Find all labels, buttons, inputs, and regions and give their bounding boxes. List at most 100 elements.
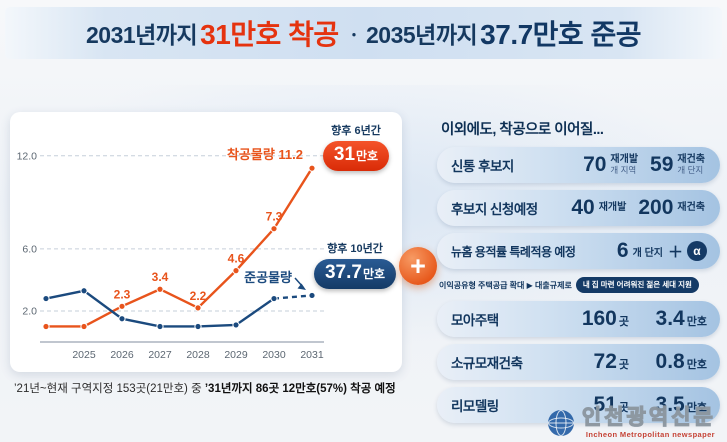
row-unit: 만호 (686, 316, 707, 328)
stat-group: 3.5 만호 (629, 393, 707, 417)
row-number: 51 (593, 393, 617, 416)
moa-housing-row: 모아주택 160 곳 3.4 만호 (437, 301, 720, 337)
globe-icon (547, 410, 574, 436)
right-panel: 이외에도, 착공으로 이어질... 신통 후보지 70 재개발 개 지역 59 … (437, 118, 720, 430)
data-point-label: 7.3 (266, 210, 283, 224)
row-number: 200 (638, 196, 674, 219)
stat-group: 0.8 만호 (629, 350, 707, 374)
headline-separator: ㆍ (344, 24, 364, 47)
row-unit: 만호 (686, 359, 707, 371)
data-point (308, 164, 316, 172)
x-tick-label: 2030 (262, 349, 286, 361)
next-6-years-badge: 향후 6년간 31만호 (316, 122, 396, 171)
watermark-english-wrap: Incheon Metropolitan newspaper (582, 430, 719, 439)
badge6-caption: 향후 6년간 (331, 125, 381, 137)
next-10-years-badge: 향후 10년간 37.7만호 (312, 240, 398, 289)
completion-series-label: 준공물량 (244, 270, 292, 285)
row-unit-stack: 재개발 개 지역 (610, 154, 638, 175)
row-number: 72 (593, 350, 617, 373)
x-tick-label: 2031 (300, 349, 324, 361)
data-point (118, 315, 126, 323)
y-tick-label: 6.0 (22, 243, 37, 255)
data-point (270, 294, 278, 303)
newhome-far-row: 뉴홈 용적률 특례적용 예정 6 개 단지 ＋ α (437, 233, 720, 269)
badge6-unit: 만호 (356, 149, 379, 163)
stat-group: 51 곳 (567, 393, 629, 417)
unit-top: 재건축 (677, 202, 705, 214)
data-point-label: 3.4 (152, 270, 169, 284)
row-label: 뉴홈 용적률 특례적용 예정 (451, 244, 576, 259)
plus-icon: + (399, 247, 437, 285)
x-tick-label: 2026 (110, 349, 134, 361)
data-point (42, 294, 50, 303)
row-unit-stack: 재건축 개 단지 (677, 154, 705, 175)
data-point-label: 2.2 (190, 289, 207, 303)
note-text: 이익공유형 주택공급 확대 ▶ 대출규제로 (439, 280, 572, 290)
data-point (80, 287, 88, 295)
headline-part2: 2035년까지 (366, 22, 478, 48)
unit-top: 재개발 (610, 154, 639, 166)
unit-top: 개 단지 (632, 247, 663, 259)
row-unit: 곳 (618, 316, 629, 328)
headline-banner: 2031년까지 31만호 착공 ㆍ 2035년까지 37.7만호 준공 (5, 7, 722, 59)
data-point (194, 322, 202, 331)
row-number: 70 (583, 153, 607, 176)
row-unit: 만호 (686, 402, 707, 414)
row-number: 6 (616, 239, 629, 262)
starts-series-label: 착공물량 11.2 (227, 147, 303, 162)
series-line (46, 167, 314, 328)
row-label: 소규모재건축 (451, 356, 523, 371)
headline-highlight2: 37.7만호 준공 (480, 19, 641, 50)
unit-top: 재건축 (677, 154, 705, 166)
data-point (118, 302, 126, 310)
row-number: 59 (650, 153, 674, 176)
x-tick-label: 2029 (224, 349, 248, 361)
footnote-bold: ’31년까지 86곳 12만호(57%) 착공 예정 (204, 383, 396, 395)
data-point (232, 321, 240, 329)
profit-sharing-note-row: 이익공유형 주택공급 확대 ▶ 대출규제로 내 집 마련 어려워진 젊은 세대 … (437, 276, 720, 294)
row-unit-stack: 재개발 (599, 202, 627, 214)
watermark-korean: 인천광역신문 (581, 406, 716, 429)
x-tick-label: 2027 (148, 349, 172, 361)
row-number: 3.4 (655, 307, 685, 330)
alpha-badge: α (687, 241, 707, 261)
small-rebuild-row: 소규모재건축 72 곳 0.8 만호 (437, 344, 720, 380)
remodeling-row: 리모델링 51 곳 3.5 만호 (437, 387, 720, 423)
row-number: 3.5 (655, 393, 685, 416)
data-point (308, 291, 316, 300)
row-label: 리모델링 (451, 399, 499, 414)
watermark-english: Incheon Metropolitan newspaper (585, 430, 715, 439)
stat-group: 160 곳 (567, 307, 629, 331)
application-planned-row: 후보지 신청예정 40 재개발 200 재건축 (437, 190, 720, 226)
data-point (270, 225, 278, 233)
stat-group: 72 곳 (567, 350, 629, 374)
chart-card: 2.0 6.0 12.0 2025 2026 2027 2028 2029 2030 2031 2.… (10, 112, 402, 372)
unit-bottom: 개 단지 (677, 164, 704, 175)
row-unit: 곳 (618, 359, 629, 371)
badge10-number: 37.7 (324, 262, 362, 283)
data-point (194, 304, 202, 312)
badge6-number: 31 (333, 144, 356, 165)
badge10-unit: 만호 (362, 267, 386, 281)
headline-part1: 2031년까지 (85, 22, 198, 48)
data-point (156, 285, 164, 293)
series-line-projected (273, 294, 313, 300)
construction-line-chart: 2.0 6.0 12.0 2025 2026 2027 2028 2029 2030 2031 2.… (17, 147, 324, 361)
sintong-candidates-row: 신통 후보지 70 재개발 개 지역 59 재건축 개 단지 (437, 147, 720, 183)
badge6-pill: 31만호 (322, 141, 390, 171)
x-tick-label: 2028 (186, 349, 210, 361)
plus-sign: ＋ (667, 243, 683, 261)
data-point-label: 2.3 (114, 287, 131, 301)
data-point (42, 322, 50, 331)
row-number: 0.8 (655, 350, 685, 373)
row-unit-stack: 재건축 (677, 202, 705, 214)
chart-footnote: ’21년~현재 구역지정 153곳(21만호) 중 ’31년까지 86곳 12만… (14, 380, 424, 396)
row-label: 신통 후보지 (451, 159, 514, 174)
x-tick-label: 2025 (72, 349, 96, 361)
unit-bottom: 개 지역 (610, 164, 637, 175)
watermark-text: 인천광역신문 Incheon Metropolitan newspaper (581, 406, 719, 439)
publisher-watermark: 인천광역신문 Incheon Metropolitan newspaper (546, 406, 719, 439)
note-pill: 내 집 마련 어려워진 젊은 세대 지원 (575, 277, 699, 293)
unit-top: 재개발 (598, 202, 627, 214)
